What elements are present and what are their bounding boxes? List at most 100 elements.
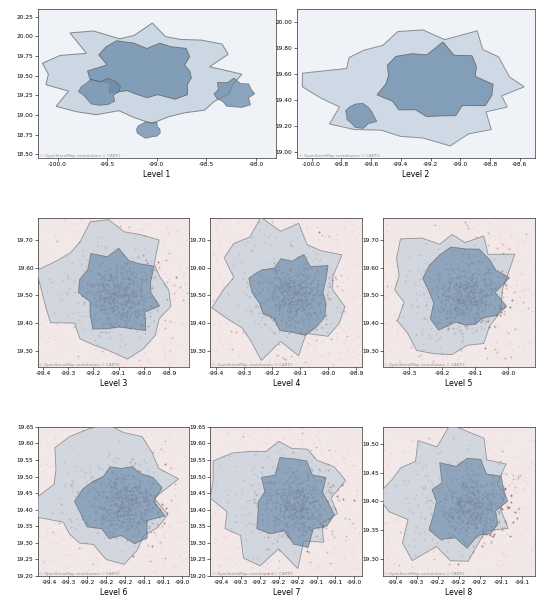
- Point: [469, 269, 477, 278]
- Point: [77, 471, 85, 481]
- Point: [448, 568, 457, 577]
- Point: [301, 521, 309, 530]
- Point: [313, 287, 322, 297]
- Point: [294, 506, 302, 516]
- Point: [122, 485, 130, 494]
- Point: [127, 296, 136, 305]
- Point: [333, 302, 342, 312]
- Point: [109, 306, 117, 316]
- Point: [416, 310, 424, 320]
- Point: [276, 301, 285, 311]
- Point: [131, 481, 140, 490]
- Point: [461, 496, 469, 506]
- Point: [183, 441, 192, 451]
- Point: [112, 533, 120, 543]
- Point: [209, 247, 218, 257]
- Point: [440, 513, 448, 523]
- Point: [286, 510, 294, 520]
- Point: [462, 311, 470, 320]
- Point: [281, 476, 290, 486]
- Point: [458, 295, 467, 305]
- Point: [311, 461, 320, 471]
- Point: [465, 427, 474, 437]
- Point: [481, 482, 490, 491]
- Point: [155, 510, 164, 520]
- Polygon shape: [75, 467, 165, 544]
- Point: [118, 496, 126, 506]
- Point: [120, 283, 129, 292]
- Point: [485, 322, 494, 332]
- Point: [306, 317, 314, 327]
- Point: [298, 504, 307, 514]
- Point: [183, 533, 191, 543]
- Point: [524, 337, 533, 346]
- Point: [139, 220, 148, 230]
- Point: [413, 430, 421, 440]
- Point: [81, 287, 90, 296]
- Point: [449, 265, 457, 274]
- Point: [141, 515, 150, 525]
- Point: [289, 293, 298, 302]
- Point: [431, 318, 440, 328]
- Point: [272, 491, 280, 501]
- Point: [498, 271, 507, 281]
- Point: [117, 304, 126, 314]
- Point: [228, 425, 237, 434]
- Point: [50, 547, 58, 557]
- Point: [110, 498, 119, 508]
- Point: [126, 453, 135, 463]
- Point: [81, 293, 90, 302]
- Point: [100, 289, 109, 298]
- Point: [353, 324, 361, 334]
- Point: [176, 282, 185, 292]
- Point: [144, 471, 153, 481]
- Point: [507, 491, 516, 501]
- Point: [401, 483, 409, 493]
- Point: [411, 226, 420, 235]
- Point: [478, 233, 487, 242]
- Point: [301, 508, 310, 517]
- Point: [66, 516, 75, 526]
- Point: [348, 294, 356, 304]
- Point: [339, 278, 347, 288]
- Point: [97, 327, 106, 337]
- Point: [379, 227, 388, 236]
- Point: [309, 520, 318, 529]
- Point: [271, 513, 280, 523]
- Point: [521, 236, 529, 246]
- Point: [428, 536, 437, 546]
- Point: [301, 496, 310, 506]
- Point: [85, 486, 93, 496]
- Point: [99, 497, 108, 507]
- Point: [478, 256, 487, 266]
- Point: [505, 269, 514, 279]
- Point: [129, 286, 137, 295]
- Point: [92, 493, 101, 503]
- Point: [78, 313, 86, 323]
- Point: [328, 437, 337, 447]
- Point: [159, 258, 168, 268]
- Point: [298, 296, 307, 306]
- Point: [256, 272, 265, 282]
- Point: [217, 215, 225, 225]
- Point: [308, 290, 316, 299]
- Point: [122, 269, 131, 279]
- Point: [435, 520, 444, 529]
- Point: [232, 517, 240, 527]
- Point: [496, 532, 505, 541]
- Point: [528, 430, 537, 439]
- Point: [384, 285, 393, 295]
- Point: [421, 514, 429, 524]
- Point: [288, 512, 297, 521]
- Point: [485, 290, 494, 300]
- Point: [461, 217, 470, 226]
- Point: [61, 485, 70, 494]
- Point: [270, 268, 279, 277]
- Point: [239, 251, 247, 260]
- Point: [488, 252, 497, 262]
- Point: [448, 276, 457, 286]
- Point: [379, 453, 388, 463]
- Point: [288, 510, 297, 520]
- Point: [235, 255, 244, 265]
- Point: [112, 506, 121, 516]
